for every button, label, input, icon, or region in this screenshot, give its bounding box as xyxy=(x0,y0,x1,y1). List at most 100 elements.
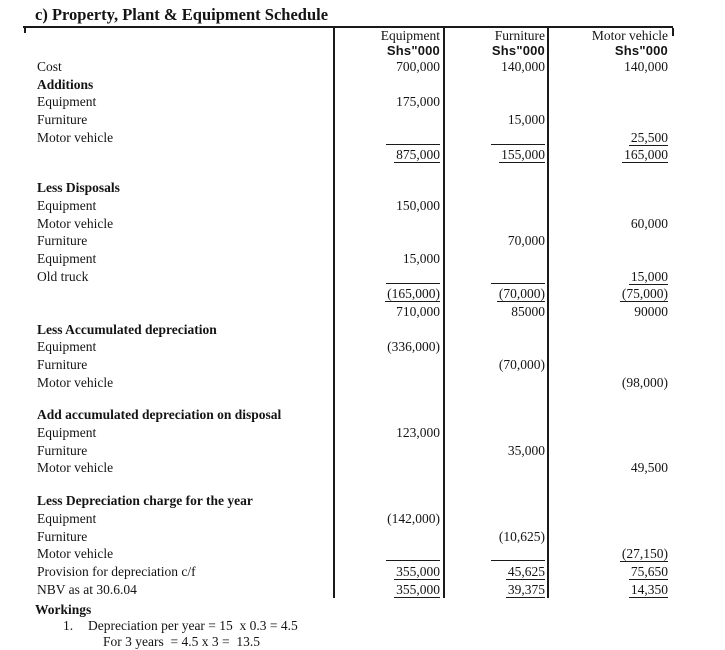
currency-unit: Shs"000 xyxy=(386,43,440,58)
cell-motor-vehicle xyxy=(549,510,673,528)
cell-furniture: (10,625) xyxy=(445,527,549,546)
table-row: Motor vehicle 60,000 xyxy=(23,214,673,233)
cell-equipment xyxy=(333,111,445,129)
cell-furniture: (70,000) xyxy=(445,285,549,303)
cell-motor-vehicle: (98,000) xyxy=(549,374,673,392)
cell-furniture xyxy=(445,267,549,286)
table-unit-row: Shs"000 Shs"000 Shs"000 xyxy=(23,43,673,58)
cell-motor-vehicle xyxy=(549,76,673,94)
cell-motor-vehicle xyxy=(549,111,673,129)
cell-value: 140,000 xyxy=(501,59,545,74)
row-label: Motor vehicle xyxy=(37,460,114,476)
cell-furniture: 15,000 xyxy=(445,111,549,129)
cell-value: (142,000) xyxy=(387,510,440,526)
cell-motor-vehicle: 14,350 xyxy=(549,581,673,599)
cell-value: 15,000 xyxy=(507,112,545,128)
workings-heading: Workings xyxy=(35,602,92,618)
table-row: Motor vehicle 25,500 xyxy=(23,128,673,147)
row-label: Furniture xyxy=(37,442,88,458)
cell-equipment xyxy=(333,459,445,478)
cell-motor-vehicle: 140,000 xyxy=(549,58,673,76)
cell-equipment: (142,000) xyxy=(333,509,445,528)
row-label: NBV as at 30.6.04 xyxy=(37,581,137,597)
cell-value: 49,500 xyxy=(630,460,668,476)
cell-motor-vehicle xyxy=(549,197,673,215)
cell-value: (98,000) xyxy=(621,374,668,390)
table-row-disposals-total: (165,000) (70,000) (75,000) xyxy=(23,285,673,303)
cell-furniture xyxy=(445,459,549,478)
cell-value: 39,375 xyxy=(505,581,545,598)
cell-equipment xyxy=(333,214,445,233)
cell-value: 155,000 xyxy=(499,147,545,164)
cell-motor-vehicle: 60,000 xyxy=(549,215,673,233)
cell-value: (70,000) xyxy=(498,357,545,372)
cell-value: 700,000 xyxy=(396,59,440,74)
cell-motor-vehicle: (75,000) xyxy=(549,285,673,303)
table-row: Furniture 15,000 xyxy=(23,111,673,129)
section-heading: Less Depreciation charge for the year xyxy=(37,493,253,509)
ppe-schedule-table: Equipment Furniture Motor vehicle Shs"000 S… xyxy=(23,26,674,599)
cell-motor-vehicle xyxy=(549,356,673,374)
workings-item-number: 1. xyxy=(63,618,74,634)
table-row: Equipment (336,000) xyxy=(23,338,673,356)
cell-equipment xyxy=(333,545,445,563)
cell-equipment: 710,000 xyxy=(333,302,445,321)
table-row: Motor vehicle (27,150) xyxy=(23,545,673,563)
cell-motor-vehicle: 25,500 xyxy=(549,129,673,147)
cell-furniture xyxy=(445,492,549,510)
row-label: Old truck xyxy=(37,268,89,284)
cell-value: (10,625) xyxy=(498,528,545,544)
spacer-row xyxy=(23,164,673,180)
table-row-add-accum-heading: Add accumulated depreciation on disposal xyxy=(23,406,673,425)
cell-value: 165,000 xyxy=(622,147,668,164)
unit-furniture: Shs"000 xyxy=(445,43,549,58)
cell-value: 123,000 xyxy=(396,425,440,441)
cell-value: 70,000 xyxy=(507,233,545,249)
row-label: Equipment xyxy=(37,197,97,213)
cell-value: (336,000) xyxy=(387,339,440,355)
cell-motor-vehicle xyxy=(549,179,673,197)
cell-furniture xyxy=(445,424,549,442)
table-row-cost: Cost 700,000 140,000 140,000 xyxy=(23,58,673,76)
cell-equipment xyxy=(333,179,445,197)
row-label: Equipment xyxy=(37,250,97,266)
cell-value: 140,000 xyxy=(624,59,668,74)
cell-furniture xyxy=(445,545,549,563)
cell-furniture xyxy=(445,128,549,147)
cell-motor-vehicle xyxy=(549,442,673,460)
row-label: Furniture xyxy=(37,357,88,372)
cell-furniture xyxy=(445,338,549,356)
cell-furniture: 155,000 xyxy=(445,146,549,165)
table-row-subtotal-cost: 875,000 155,000 165,000 xyxy=(23,146,673,165)
row-label: Equipment xyxy=(37,94,97,110)
cell-value: 875,000 xyxy=(394,147,440,164)
cell-value: 75,650 xyxy=(628,563,668,580)
cell-furniture xyxy=(445,75,549,94)
cell-equipment xyxy=(333,406,445,425)
cell-equipment: 355,000 xyxy=(333,580,445,599)
table-row: Old truck 15,000 xyxy=(23,267,673,286)
column-header-furniture: Furniture xyxy=(445,28,549,43)
workings-line-1: Depreciation per year = 15 x 0.3 = 4.5 xyxy=(88,618,298,634)
table-row-additions-heading: Additions xyxy=(23,75,673,94)
cell-equipment: 355,000 xyxy=(333,562,445,581)
cell-motor-vehicle xyxy=(549,492,673,510)
table-row-provision: Provision for depreciation c/f 355,000 45,… xyxy=(23,562,673,581)
row-label: Motor vehicle xyxy=(37,374,114,390)
table-header-row: Equipment Furniture Motor vehicle xyxy=(23,28,673,43)
unit-motor-vehicle: Shs"000 xyxy=(549,43,673,58)
cell-equipment: 15,000 xyxy=(333,249,445,268)
table-row: Furniture 35,000 xyxy=(23,441,673,460)
row-label: Furniture xyxy=(37,112,88,128)
table-row: Equipment 175,000 xyxy=(23,93,673,112)
table-row: Equipment 123,000 xyxy=(23,424,673,442)
cell-value: 90000 xyxy=(634,303,668,319)
cell-motor-vehicle xyxy=(549,406,673,424)
cell-equipment xyxy=(333,492,445,510)
row-label xyxy=(23,146,333,164)
cell-furniture xyxy=(445,406,549,425)
cell-value: 85000 xyxy=(511,303,545,319)
row-label: Motor vehicle xyxy=(37,215,114,231)
cell-furniture xyxy=(445,320,549,339)
